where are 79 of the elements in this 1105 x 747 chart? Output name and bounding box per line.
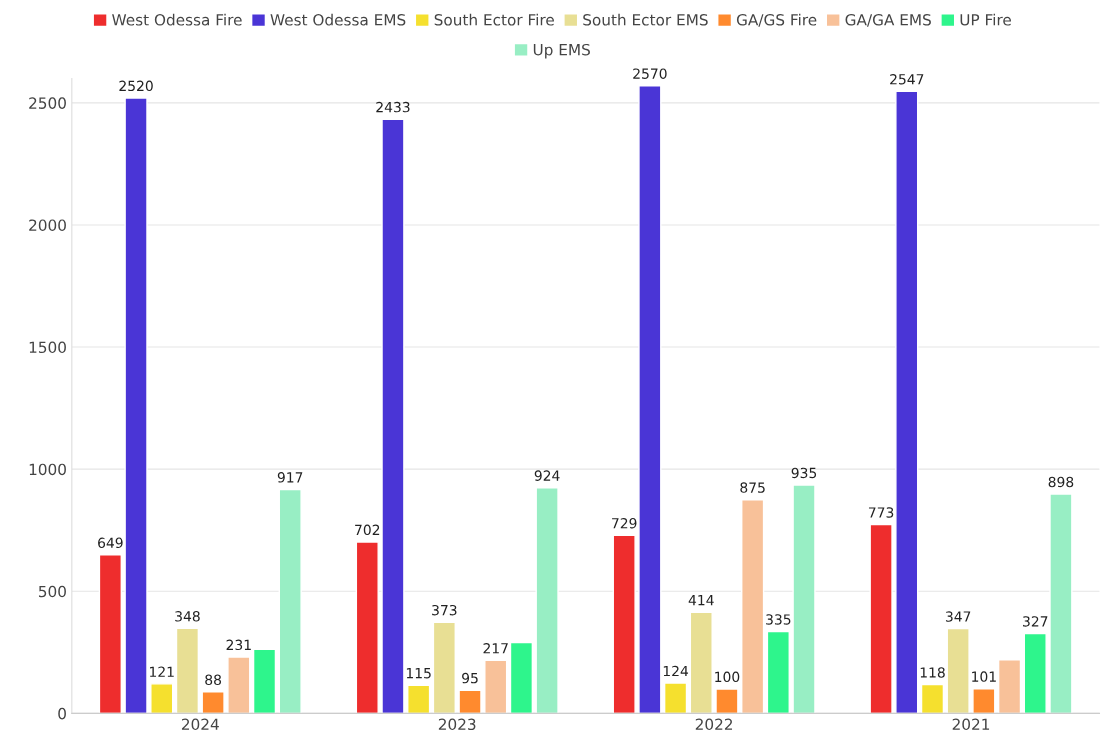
bar — [1049, 493, 1073, 714]
data-label: 702 — [355, 524, 380, 536]
legend-label: UP Fire — [960, 13, 1011, 26]
data-label: 95 — [462, 672, 478, 684]
bar — [201, 691, 225, 714]
data-label: 2520 — [119, 80, 153, 92]
data-label: 118 — [920, 667, 945, 678]
bar — [920, 683, 945, 714]
x-tick-label: 2021 — [952, 718, 990, 731]
bar — [792, 484, 816, 714]
legend-label: GA/GS Fire — [736, 13, 817, 27]
data-label: 121 — [150, 666, 174, 677]
data-label: 2433 — [376, 101, 410, 113]
legend-label: South Ector EMS — [583, 13, 708, 26]
y-tick-label: 2000 — [29, 219, 66, 231]
bar — [766, 630, 790, 714]
x-tick-label: 2024 — [181, 718, 219, 731]
bar — [663, 682, 688, 714]
bar — [638, 85, 662, 714]
bar — [741, 499, 765, 714]
bar — [1023, 632, 1047, 714]
data-label: 2570 — [633, 68, 667, 79]
bar — [946, 627, 970, 714]
bar — [278, 488, 302, 714]
legend-label: Up EMS — [533, 43, 590, 59]
data-label: 875 — [740, 482, 765, 493]
legend-label: GA/GA EMS — [845, 14, 931, 27]
bar — [227, 656, 251, 714]
data-label: 100 — [715, 671, 740, 683]
bar — [458, 689, 482, 714]
bar — [972, 688, 996, 714]
data-label: 917 — [277, 472, 303, 483]
data-label: 335 — [766, 614, 791, 625]
x-tick-label: 2022 — [695, 718, 733, 731]
data-label: 124 — [663, 665, 689, 677]
data-label: 101 — [972, 671, 996, 682]
bar — [98, 554, 122, 714]
data-label: 217 — [483, 643, 508, 654]
bar — [175, 627, 200, 714]
data-label: 347 — [945, 611, 971, 622]
bar — [355, 541, 379, 714]
bar — [150, 683, 174, 714]
data-label: 649 — [98, 537, 123, 549]
data-label: 2547 — [890, 74, 924, 85]
data-label: 935 — [791, 467, 817, 479]
y-tick-label: 0 — [58, 707, 66, 720]
bar — [509, 641, 534, 714]
y-tick-label: 2500 — [29, 97, 66, 109]
data-label: 115 — [406, 668, 431, 679]
y-tick-label: 1500 — [29, 341, 66, 354]
bar — [484, 659, 508, 714]
data-label: 414 — [688, 595, 714, 606]
y-tick-label: 500 — [38, 585, 66, 598]
x-tick-label: 2023 — [438, 718, 476, 731]
bar — [869, 523, 893, 714]
bar — [252, 648, 277, 714]
bar — [407, 684, 431, 714]
y-tick-label: 1000 — [29, 463, 66, 476]
data-label: 231 — [226, 639, 251, 651]
legend-label: West Odessa Fire — [112, 13, 242, 26]
bar — [432, 621, 456, 714]
legend-label: South Ector Fire — [434, 13, 554, 26]
bar — [381, 118, 405, 714]
data-label: 729 — [612, 517, 637, 529]
bar — [612, 534, 636, 714]
bar — [997, 659, 1022, 714]
data-label: 924 — [534, 470, 560, 481]
legend-label: West Odessa EMS — [270, 13, 406, 26]
data-label: 373 — [432, 604, 457, 616]
bar — [715, 688, 739, 714]
bar — [689, 611, 713, 714]
bar — [895, 90, 919, 714]
data-label: 898 — [1048, 476, 1074, 488]
bar — [124, 97, 148, 714]
data-label: 773 — [868, 507, 894, 518]
data-label: 348 — [175, 611, 200, 622]
data-label: 327 — [1023, 616, 1048, 627]
data-label: 88 — [205, 674, 222, 686]
bar — [535, 487, 559, 714]
